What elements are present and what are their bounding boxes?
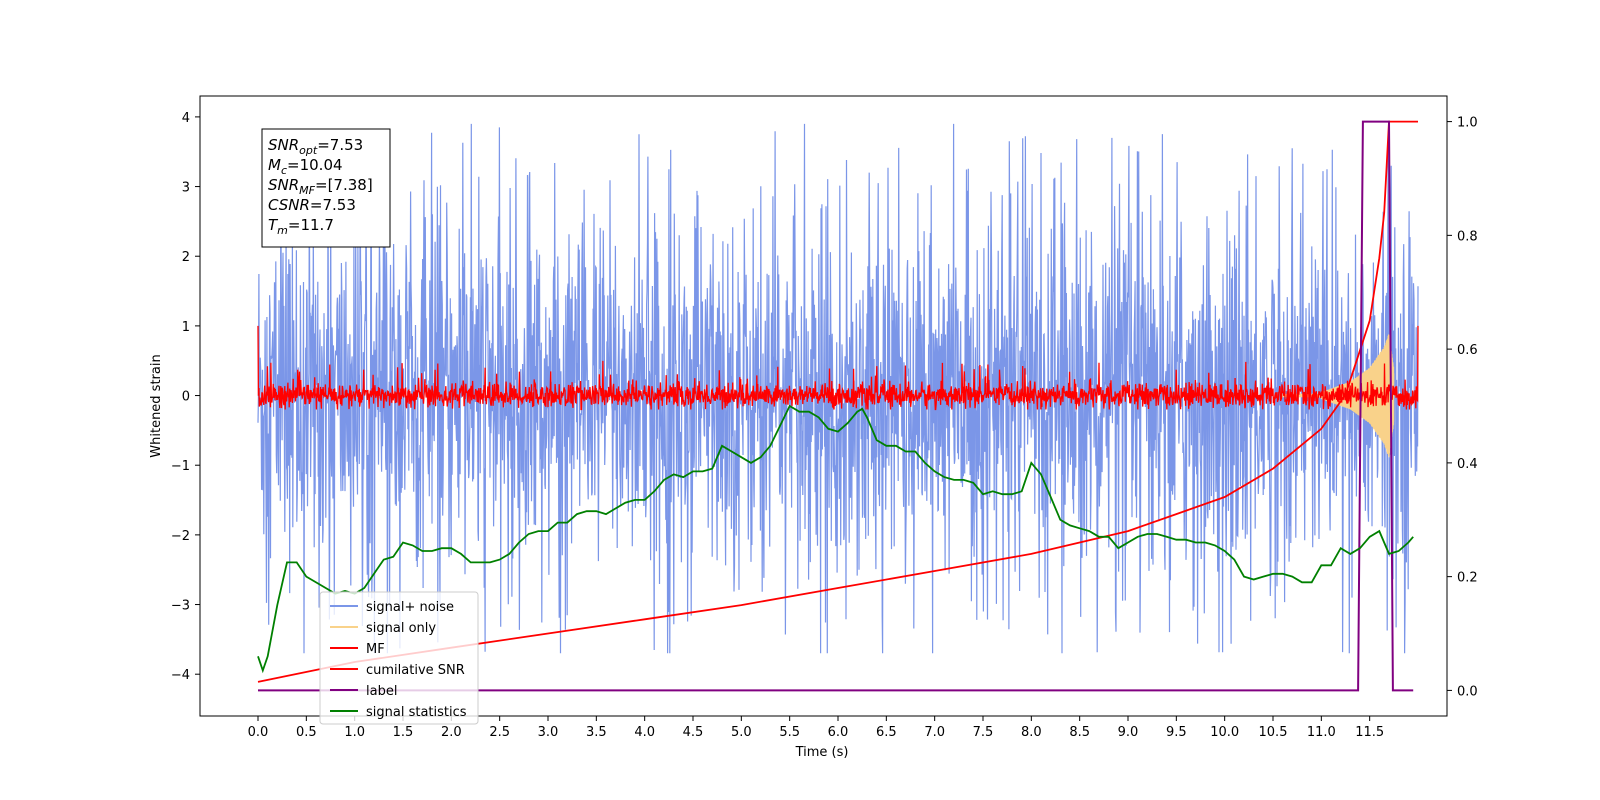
legend-entry-label: signal statistics — [366, 705, 467, 720]
y-tick-label: −4 — [171, 668, 190, 683]
y-axis-label: Whitened strain — [149, 354, 164, 457]
x-tick-label: 1.5 — [393, 725, 414, 740]
y-tick-label: 1 — [182, 320, 190, 335]
x-tick-label: 2.5 — [489, 725, 510, 740]
signal-statistics-line — [257, 404, 1414, 674]
y-tick-label: 0 — [182, 390, 190, 405]
legend-entry-label: label — [366, 684, 397, 699]
y-tick-label: −3 — [171, 599, 190, 614]
x-tick-label: 7.5 — [973, 725, 994, 740]
x-tick-label: 10.5 — [1259, 725, 1288, 740]
x-tick-label: 5.0 — [731, 725, 752, 740]
x-tick-label: 11.0 — [1307, 725, 1336, 740]
stats-box-line: SNRopt=7.53 — [268, 136, 363, 157]
x-tick-label: 4.0 — [634, 725, 655, 740]
x-tick-label: 4.5 — [683, 725, 704, 740]
y-axis-right: 1.0 0.8 0.6 0.4 0.2 0.0 — [1447, 116, 1478, 699]
legend-entry-label: signal+ noise — [366, 600, 454, 615]
label-line — [258, 120, 1414, 692]
x-tick-label: 0.5 — [296, 725, 317, 740]
series-layer — [257, 120, 1419, 692]
stats-box: SNRopt=7.53Mc=10.04SNRMF=[7.38]CSNR=7.53… — [261, 128, 391, 248]
y-tick-label: 3 — [182, 181, 190, 196]
legend-frame — [319, 591, 479, 725]
x-axis: 0.0 0.5 1.0 1.5 2.0 2.5 3.0 3.5 4.0 4.5 5.0 5.5 6.0 6… — [248, 716, 1384, 740]
x-tick-label: 2.0 — [441, 725, 462, 740]
y2-tick-label: 1.0 — [1457, 116, 1478, 131]
x-tick-label: 7.0 — [924, 725, 945, 740]
stats-box-line: Tm=11.7 — [268, 216, 334, 237]
y2-tick-label: 0.4 — [1457, 457, 1478, 472]
x-tick-label: 9.0 — [1118, 725, 1139, 740]
y2-tick-label: 0.0 — [1457, 684, 1478, 699]
legend-entry-label: signal only — [366, 621, 436, 636]
y-tick-label: −1 — [171, 459, 190, 474]
x-axis-label: Time (s) — [795, 745, 849, 760]
x-tick-label: 1.0 — [344, 725, 365, 740]
x-tick-label: 6.0 — [828, 725, 849, 740]
stats-box-line: CSNR=7.53 — [268, 196, 356, 214]
legend-entry-label: MF — [366, 642, 385, 657]
mf-line — [257, 325, 1419, 411]
legend-entry-label: cumilative SNR — [366, 663, 465, 678]
y2-tick-label: 0.2 — [1457, 571, 1478, 586]
stats-box-line: Mc=10.04 — [268, 156, 343, 177]
y-tick-label: 2 — [182, 250, 190, 265]
x-tick-label: 5.5 — [779, 725, 800, 740]
y-tick-label: −2 — [171, 529, 190, 544]
stats-box-frame — [261, 128, 391, 248]
x-tick-label: 6.5 — [876, 725, 897, 740]
signal-plus-noise-line — [257, 123, 1419, 654]
y-axis-left: 4 3 2 1 0 −1 −2 −3 −4 — [171, 111, 200, 683]
y2-tick-label: 0.8 — [1457, 229, 1478, 244]
plot-area-border — [199, 95, 1448, 717]
x-tick-label: 8.0 — [1021, 725, 1042, 740]
x-tick-label: 3.5 — [586, 725, 607, 740]
cumulative-snr-line — [257, 120, 1418, 683]
x-tick-label: 3.0 — [538, 725, 559, 740]
y-tick-label: 4 — [182, 111, 190, 126]
x-tick-label: 9.5 — [1166, 725, 1187, 740]
x-tick-label: 8.5 — [1069, 725, 1090, 740]
x-tick-label: 10.0 — [1210, 725, 1239, 740]
y2-tick-label: 0.6 — [1457, 343, 1478, 358]
x-tick-label: 0.0 — [248, 725, 269, 740]
x-tick-label: 11.5 — [1355, 725, 1384, 740]
legend: signal+ noise signal only MF cumilative SNR… — [319, 591, 479, 725]
stats-box-line: SNRMF=[7.38] — [268, 176, 373, 197]
